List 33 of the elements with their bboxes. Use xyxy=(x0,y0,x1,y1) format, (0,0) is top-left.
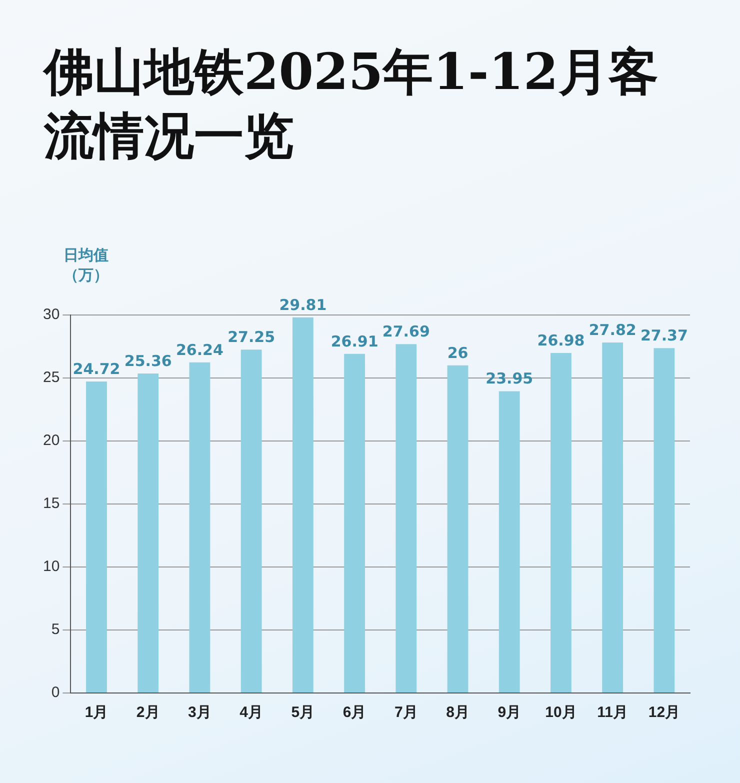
x-tick-label: 2月 xyxy=(136,704,160,722)
y-axis-title: 日均值（万） xyxy=(62,245,110,285)
y-tick-label: 0 xyxy=(51,684,60,702)
y-tick-label: 30 xyxy=(42,306,60,324)
data-label: 25.36 xyxy=(124,352,172,370)
y-tick-label: 10 xyxy=(42,558,60,576)
x-tick-label: 1月 xyxy=(84,704,108,722)
x-tick-label: 10月 xyxy=(545,704,577,722)
x-tick-label: 11月 xyxy=(597,704,628,722)
y-tick-label: 5 xyxy=(51,621,60,638)
data-label: 24.72 xyxy=(72,360,120,378)
data-label: 26.91 xyxy=(330,332,378,350)
data-label: 27.69 xyxy=(382,322,430,340)
x-tick-label: 5月 xyxy=(291,704,315,722)
data-label: 27.37 xyxy=(640,326,688,345)
x-tick-label: 4月 xyxy=(240,704,263,722)
x-tick-label: 9月 xyxy=(498,704,522,722)
data-label: 26 xyxy=(447,344,468,362)
y-tick-label: 20 xyxy=(42,432,60,450)
data-label: 26.24 xyxy=(176,340,224,359)
y-tick-label: 15 xyxy=(42,495,60,512)
data-label: 27.25 xyxy=(228,328,276,346)
x-tick-label: 7月 xyxy=(394,704,418,722)
data-label: 23.95 xyxy=(486,370,534,388)
x-tick-label: 12月 xyxy=(648,704,680,722)
data-label: 29.81 xyxy=(279,296,327,314)
data-label: 26.98 xyxy=(537,331,585,350)
x-tick-label: 8月 xyxy=(446,704,470,722)
x-tick-label: 3月 xyxy=(188,704,212,722)
data-label: 27.82 xyxy=(588,320,636,339)
y-tick-label: 25 xyxy=(42,369,60,386)
x-tick-label: 6月 xyxy=(342,704,366,722)
chart-title: 佛山地铁2025年1-12月客流情况一览 xyxy=(44,41,659,167)
